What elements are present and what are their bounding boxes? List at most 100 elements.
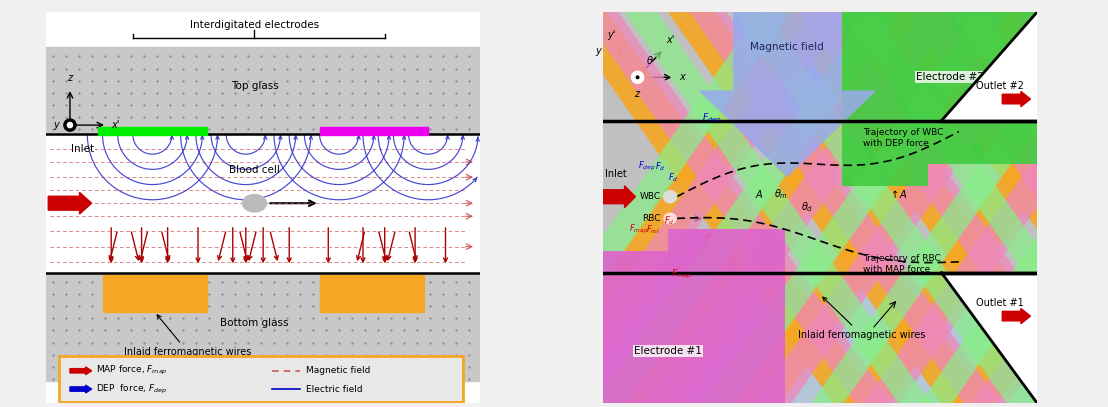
- Ellipse shape: [243, 195, 266, 212]
- Bar: [47, 47, 480, 134]
- Text: z: z: [68, 72, 72, 83]
- Text: $F_{d}$: $F_{d}$: [664, 214, 674, 227]
- Text: y': y': [607, 31, 616, 40]
- Polygon shape: [842, 12, 1108, 403]
- FancyArrow shape: [70, 385, 92, 393]
- Text: $F_{ml}$: $F_{ml}$: [646, 223, 660, 236]
- Polygon shape: [603, 251, 786, 403]
- Polygon shape: [972, 12, 1108, 403]
- FancyArrow shape: [603, 186, 635, 208]
- Bar: [603, 273, 1037, 403]
- Text: Inlaid ferromagnetic wires: Inlaid ferromagnetic wires: [124, 315, 252, 357]
- Polygon shape: [582, 12, 892, 403]
- Text: $F_{dep}$: $F_{dep}$: [702, 112, 721, 125]
- Polygon shape: [798, 12, 1108, 403]
- Ellipse shape: [632, 71, 644, 83]
- Text: Outlet #2: Outlet #2: [976, 81, 1024, 91]
- FancyBboxPatch shape: [59, 357, 463, 402]
- Polygon shape: [951, 12, 1108, 403]
- Polygon shape: [1028, 12, 1108, 403]
- Text: $F_{d}$: $F_{d}$: [655, 160, 666, 173]
- Text: Outlet #1: Outlet #1: [976, 298, 1024, 308]
- Text: $F_{dep}$: $F_{dep}$: [637, 160, 655, 173]
- Text: Blood cell: Blood cell: [229, 165, 280, 175]
- Polygon shape: [777, 12, 1098, 403]
- Text: Magnetic field: Magnetic field: [306, 366, 370, 375]
- Polygon shape: [951, 12, 1108, 403]
- Polygon shape: [1015, 12, 1108, 403]
- Bar: [47, 273, 480, 381]
- Polygon shape: [863, 12, 1108, 403]
- Polygon shape: [603, 251, 786, 403]
- Polygon shape: [942, 273, 1037, 403]
- Text: Interdigitated electrodes: Interdigitated electrodes: [189, 20, 319, 30]
- Polygon shape: [1058, 12, 1108, 403]
- Polygon shape: [842, 12, 1108, 403]
- Bar: [99, 127, 207, 135]
- Bar: [319, 127, 428, 135]
- Text: Inlaid ferromagnetic wires: Inlaid ferromagnetic wires: [798, 297, 925, 340]
- Bar: [319, 275, 423, 312]
- Text: Electrode #2: Electrode #2: [916, 72, 984, 82]
- FancyArrow shape: [49, 193, 92, 214]
- Text: $\theta$: $\theta$: [646, 55, 654, 66]
- Polygon shape: [625, 12, 931, 403]
- Polygon shape: [942, 12, 1037, 121]
- Polygon shape: [702, 12, 1008, 403]
- Polygon shape: [994, 12, 1108, 403]
- Polygon shape: [668, 229, 786, 251]
- Bar: [47, 134, 480, 273]
- Text: x': x': [666, 35, 674, 45]
- Text: Magnetic field: Magnetic field: [750, 42, 824, 52]
- Polygon shape: [689, 12, 1001, 403]
- Text: RBC: RBC: [643, 214, 660, 223]
- Text: x': x': [111, 120, 120, 130]
- Polygon shape: [906, 12, 1108, 403]
- Polygon shape: [646, 12, 956, 403]
- Polygon shape: [1102, 12, 1108, 403]
- Text: Inlet: Inlet: [605, 169, 627, 179]
- Text: Trajectory of WBC
with DEP force: Trajectory of WBC with DEP force: [863, 129, 944, 148]
- Polygon shape: [625, 12, 946, 403]
- Text: $A$: $A$: [755, 188, 763, 200]
- Text: x: x: [679, 72, 685, 82]
- Polygon shape: [811, 12, 1108, 403]
- Text: z: z: [634, 90, 639, 99]
- Polygon shape: [733, 12, 1039, 403]
- Text: WBC: WBC: [639, 192, 660, 201]
- Polygon shape: [842, 12, 1037, 164]
- Polygon shape: [594, 12, 900, 403]
- Polygon shape: [755, 12, 1065, 403]
- Polygon shape: [668, 229, 786, 251]
- Ellipse shape: [664, 190, 677, 203]
- Polygon shape: [842, 164, 929, 186]
- Text: y: y: [53, 120, 59, 130]
- Polygon shape: [668, 12, 989, 403]
- Polygon shape: [516, 12, 838, 403]
- Text: y: y: [595, 46, 601, 56]
- FancyArrow shape: [70, 367, 92, 375]
- FancyArrow shape: [1003, 92, 1030, 107]
- Polygon shape: [733, 12, 1055, 403]
- Text: MAP force, $F_{map}$: MAP force, $F_{map}$: [96, 364, 167, 377]
- Text: $\uparrow\!A$: $\uparrow\!A$: [889, 188, 907, 200]
- Polygon shape: [485, 12, 792, 403]
- Text: $\theta_m$: $\theta_m$: [773, 187, 788, 201]
- Ellipse shape: [68, 123, 72, 128]
- Polygon shape: [920, 12, 1108, 403]
- Text: Trajectory of RBC
with MAP force: Trajectory of RBC with MAP force: [863, 254, 941, 274]
- Text: Electrode #1: Electrode #1: [634, 346, 701, 356]
- Text: DEP  force, $F_{dep}$: DEP force, $F_{dep}$: [96, 383, 167, 396]
- Text: Bottom glass: Bottom glass: [220, 317, 289, 328]
- Text: Top glass: Top glass: [230, 81, 278, 91]
- Polygon shape: [842, 164, 929, 186]
- Ellipse shape: [664, 213, 676, 223]
- Polygon shape: [842, 12, 1037, 164]
- Polygon shape: [885, 12, 1108, 403]
- Text: Inlet: Inlet: [71, 144, 94, 154]
- Ellipse shape: [636, 76, 639, 79]
- Bar: [103, 275, 207, 312]
- Text: $F_{map}$: $F_{map}$: [629, 223, 648, 236]
- Text: $F_{map}$: $F_{map}$: [670, 268, 691, 282]
- FancyArrow shape: [1003, 309, 1030, 324]
